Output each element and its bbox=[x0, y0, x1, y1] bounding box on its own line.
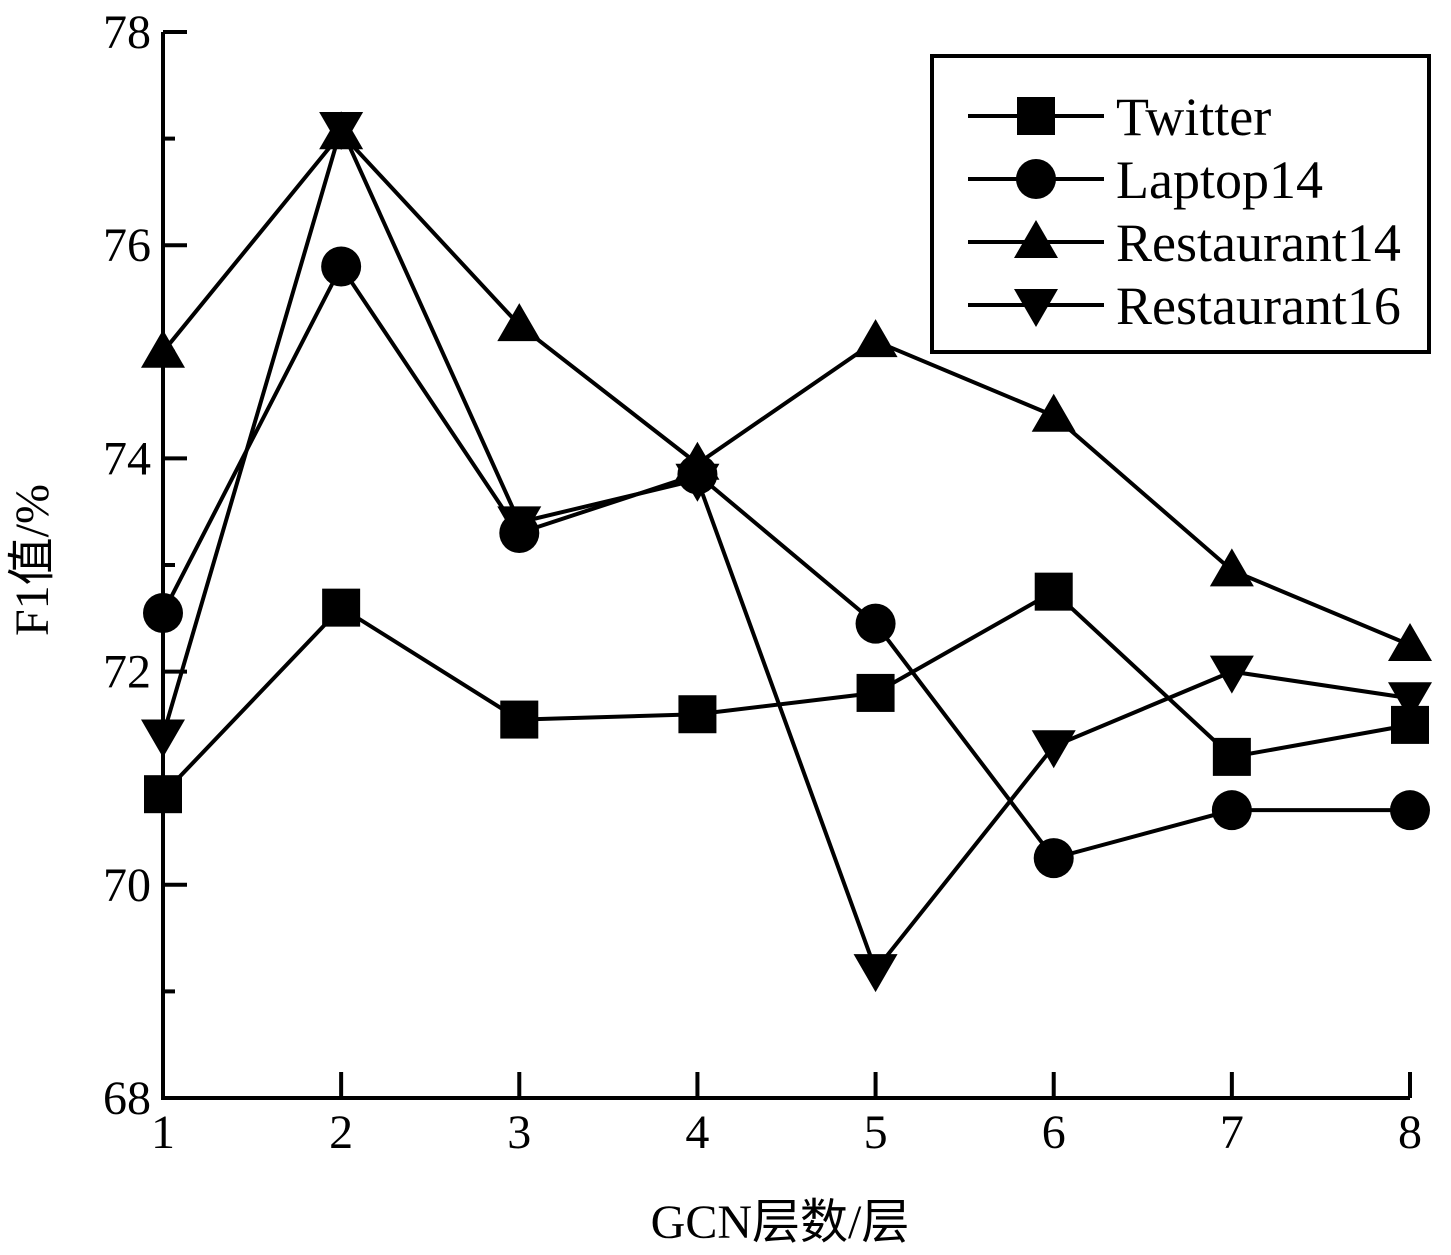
legend-label: Twitter bbox=[1116, 87, 1271, 147]
data-point bbox=[1031, 730, 1076, 769]
data-point bbox=[678, 695, 717, 734]
data-point bbox=[322, 588, 361, 627]
data-point bbox=[144, 775, 182, 814]
x-tick-label: 2 bbox=[329, 1106, 353, 1159]
x-tick-label: 8 bbox=[1398, 1106, 1422, 1159]
series-line bbox=[161, 589, 1411, 796]
y-tick-label: 76 bbox=[103, 219, 151, 272]
legend-label: Restaurant14 bbox=[1116, 213, 1401, 273]
data-point bbox=[1390, 790, 1430, 831]
legend-item: Restaurant16 bbox=[968, 276, 1401, 336]
data-point bbox=[675, 463, 720, 502]
data-point bbox=[855, 603, 896, 644]
x-tick-label: 6 bbox=[1042, 1106, 1066, 1159]
data-point bbox=[319, 111, 364, 150]
x-tick-label: 3 bbox=[507, 1106, 531, 1159]
data-point bbox=[1212, 737, 1251, 776]
legend-marker bbox=[1016, 159, 1056, 199]
y-axis-title: F1值/% bbox=[6, 484, 59, 636]
x-tick-label: 7 bbox=[1220, 1106, 1244, 1159]
series-line bbox=[161, 122, 1411, 975]
series-twitter bbox=[144, 572, 1429, 814]
legend-marker bbox=[1017, 97, 1055, 135]
data-point bbox=[1033, 838, 1074, 879]
data-point bbox=[1388, 682, 1432, 721]
legend-item: Twitter bbox=[968, 87, 1271, 147]
series-line bbox=[161, 262, 1410, 861]
data-point bbox=[143, 592, 183, 633]
data-point bbox=[1034, 572, 1073, 611]
x-tick-label: 1 bbox=[151, 1106, 175, 1159]
data-point bbox=[1211, 790, 1252, 831]
legend-item: Laptop14 bbox=[968, 150, 1323, 210]
data-point bbox=[141, 329, 185, 368]
y-tick-label: 74 bbox=[103, 432, 151, 485]
series-restaurant14 bbox=[141, 111, 1432, 661]
legend-marker bbox=[1014, 289, 1058, 327]
y-tick-label: 70 bbox=[103, 859, 151, 912]
series-line bbox=[161, 130, 1411, 647]
data-point bbox=[497, 303, 542, 342]
y-tick-label: 72 bbox=[103, 646, 151, 699]
series-restaurant16 bbox=[141, 111, 1432, 993]
y-tick-label: 68 bbox=[103, 1072, 151, 1125]
data-point bbox=[1031, 393, 1076, 432]
legend-marker bbox=[1014, 220, 1058, 258]
data-point bbox=[1388, 622, 1432, 661]
legend-item: Restaurant14 bbox=[968, 213, 1401, 273]
data-point bbox=[853, 319, 898, 358]
legend-label: Restaurant16 bbox=[1116, 276, 1401, 336]
data-point bbox=[497, 506, 542, 545]
legend-label: Laptop14 bbox=[1116, 150, 1323, 210]
y-tick-label: 78 bbox=[103, 6, 151, 59]
data-point bbox=[500, 700, 539, 739]
data-point bbox=[1209, 548, 1254, 587]
legend-box bbox=[930, 54, 1431, 354]
data-point bbox=[1209, 655, 1254, 694]
data-point bbox=[321, 246, 362, 287]
data-point bbox=[141, 719, 185, 758]
x-axis-title: GCN层数/层 bbox=[651, 1196, 910, 1249]
data-point bbox=[853, 954, 898, 993]
x-tick-label: 4 bbox=[685, 1106, 709, 1159]
x-tick-label: 5 bbox=[864, 1106, 888, 1159]
series-layer bbox=[141, 111, 1432, 993]
data-point bbox=[856, 673, 895, 712]
